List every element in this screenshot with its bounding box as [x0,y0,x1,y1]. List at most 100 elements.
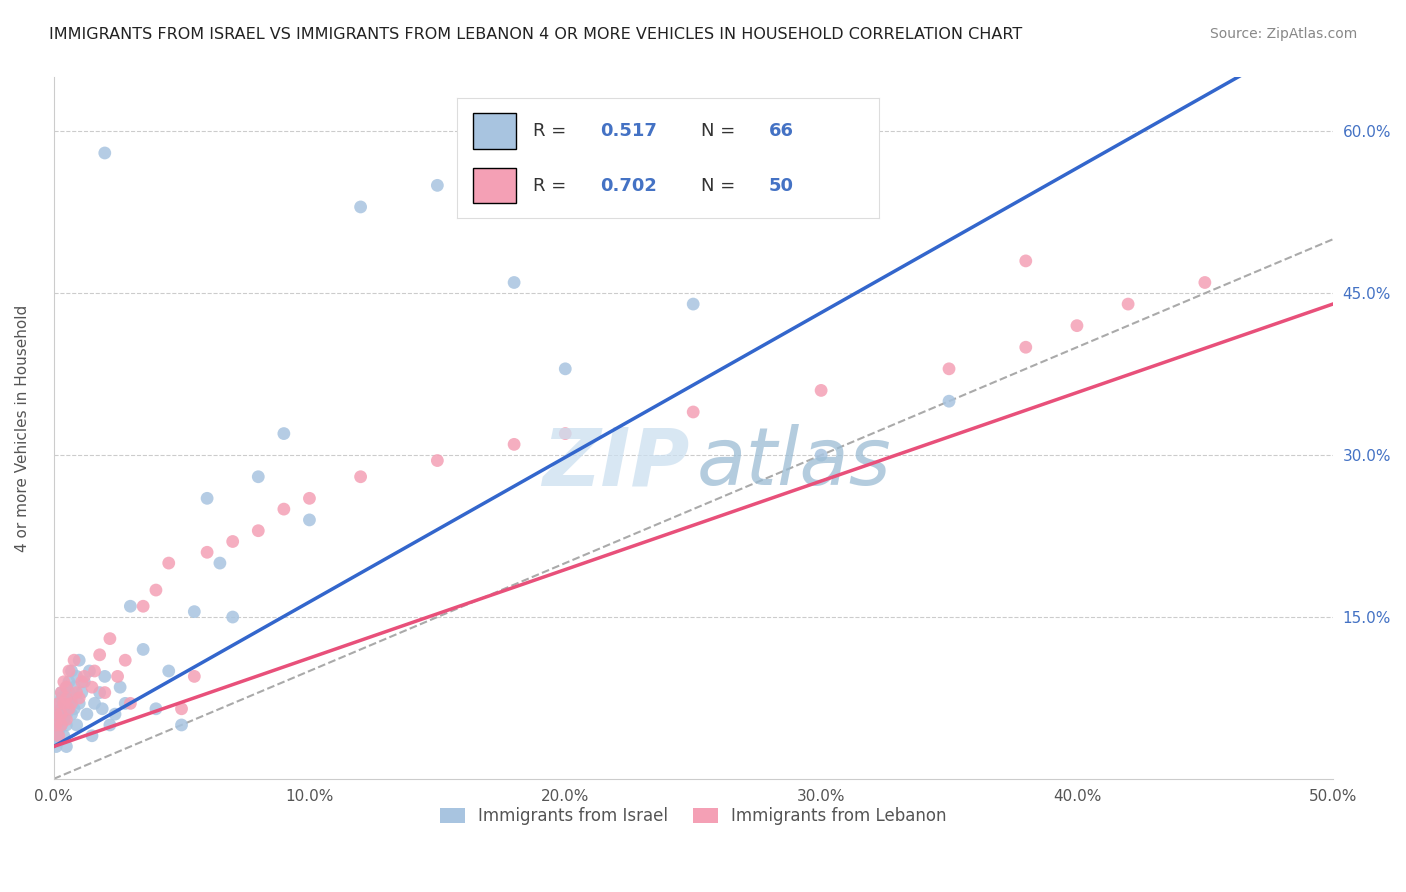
Point [195,491,218,506]
Point [55,680,77,694]
Point [67,653,90,667]
Legend: Immigrants from Israel, Immigrants from Lebanon: Immigrants from Israel, Immigrants from … [432,799,955,834]
Text: IMMIGRANTS FROM ISRAEL VS IMMIGRANTS FROM LEBANON 4 OR MORE VEHICLES IN HOUSEHOL: IMMIGRANTS FROM ISRAEL VS IMMIGRANTS FRO… [49,27,1022,42]
Point [51,685,73,699]
Point [247,524,270,538]
Point [1116,297,1139,311]
Point [554,426,576,441]
Point [503,276,526,290]
Point [48,697,70,711]
Point [51,690,73,705]
Point [273,426,295,441]
Point [222,610,245,624]
Point [170,718,193,732]
Point [60,664,83,678]
Point [298,491,321,506]
Point [195,545,218,559]
Point [426,453,449,467]
Point [170,702,193,716]
Point [554,361,576,376]
Point [682,405,704,419]
Point [114,653,136,667]
Point [94,669,117,683]
Point [58,685,80,699]
Point [503,437,526,451]
Point [51,718,73,732]
Point [682,297,704,311]
Point [145,702,167,716]
Point [132,599,155,614]
Point [55,739,77,754]
Point [63,702,86,716]
Point [157,664,180,678]
Point [183,669,205,683]
Point [94,146,117,161]
Point [52,702,75,716]
Point [52,674,75,689]
Point [114,697,136,711]
Point [52,697,75,711]
Point [55,690,77,705]
Point [426,178,449,193]
Point [45,739,67,754]
Point [55,690,77,705]
Point [51,707,73,722]
Point [52,697,75,711]
Point [107,669,129,683]
Point [51,718,73,732]
Y-axis label: 4 or more Vehicles in Household: 4 or more Vehicles in Household [15,304,30,552]
Point [48,729,70,743]
Point [58,674,80,689]
Point [45,707,67,722]
Point [63,653,86,667]
Point [104,707,127,722]
Point [273,502,295,516]
Point [89,648,111,662]
Point [76,707,98,722]
Point [52,713,75,727]
Point [60,690,83,705]
Point [222,534,245,549]
Point [1066,318,1088,333]
Point [45,718,67,732]
Point [58,697,80,711]
Point [83,664,105,678]
Point [52,729,75,743]
Point [938,361,960,376]
Point [66,685,89,699]
Point [1194,276,1216,290]
Point [157,556,180,570]
Point [73,669,96,683]
Point [810,384,832,398]
Point [298,513,321,527]
Point [45,718,67,732]
Point [70,674,93,689]
Point [208,556,231,570]
Point [132,642,155,657]
Text: ZIP: ZIP [541,425,689,502]
Point [73,674,96,689]
Point [183,605,205,619]
Point [145,583,167,598]
Point [70,685,93,699]
Point [1015,340,1038,354]
Point [48,707,70,722]
Point [45,729,67,743]
Point [51,685,73,699]
Point [51,713,73,727]
Point [58,664,80,678]
Point [67,690,90,705]
Point [79,664,101,678]
Point [55,680,77,694]
Point [67,697,90,711]
Point [48,734,70,748]
Point [80,680,103,694]
Point [48,723,70,738]
Point [94,685,117,699]
Point [63,680,86,694]
Point [66,718,89,732]
Point [108,680,131,694]
Point [66,669,89,683]
Point [48,697,70,711]
Point [80,729,103,743]
